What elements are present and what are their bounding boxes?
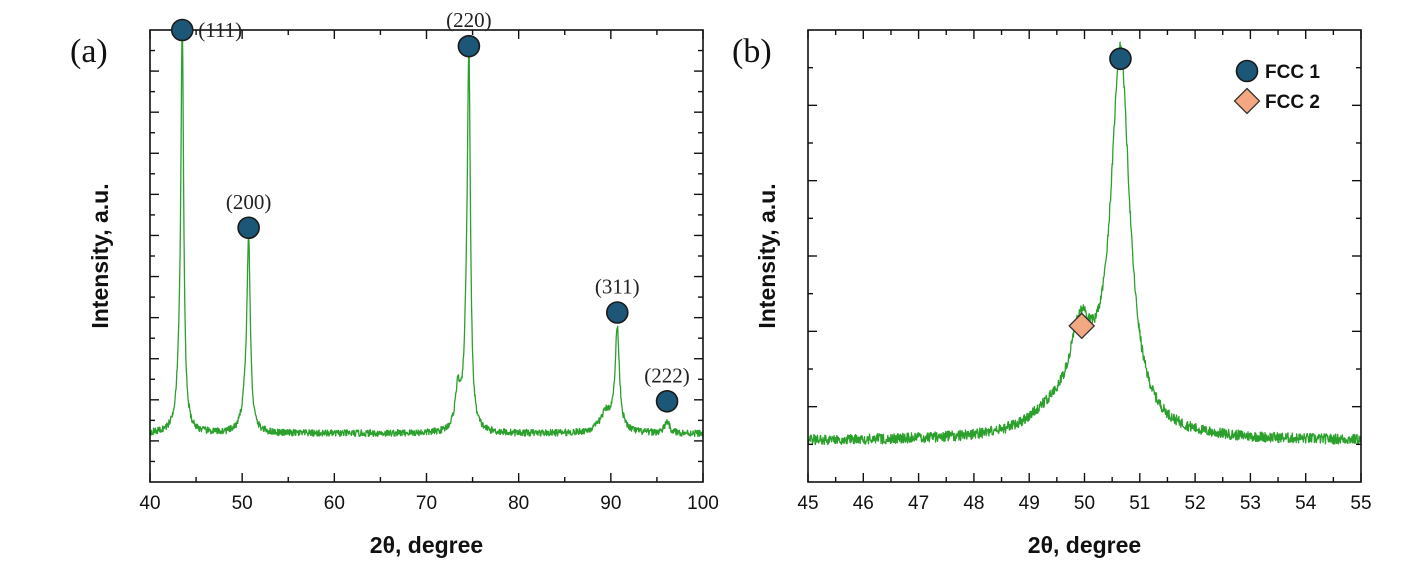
legend-entry-label: FCC 1 (1265, 62, 1320, 83)
panel-b: 45 46 47 48 49 50 51 52 53 54 55 2θ, degree Intensit… (732, 29, 1372, 558)
fcc1-marker (237, 216, 260, 240)
x-axis-title: 2θ, degree (370, 532, 483, 558)
x-tick-label: 55 (1350, 493, 1371, 514)
x-tick-label: 90 (600, 493, 621, 514)
x-tick-label: 45 (797, 493, 818, 514)
peak-label: (220) (446, 8, 492, 32)
x-tick-label: 46 (853, 493, 874, 514)
x-tick-label: 70 (416, 493, 437, 514)
fcc1-marker (605, 301, 629, 324)
x-tick-label: 40 (139, 493, 160, 514)
x-tick-label: 52 (1185, 493, 1206, 514)
panel-label: (a) (70, 33, 108, 70)
x-tick-label: 50 (232, 493, 253, 514)
x-axis-title: 2θ, degree (1028, 532, 1141, 558)
plot-frame (149, 29, 704, 483)
y-axis-title: Intensity, a.u. (87, 183, 113, 328)
x-tick-label: 100 (687, 493, 719, 514)
x-tick-label: 50 (1074, 493, 1095, 514)
fcc1-marker (457, 34, 481, 58)
x-tick-label: 47 (908, 493, 929, 514)
panel-a: 40 50 60 70 80 90 100 2θ, degree Intensity, a.u.… (70, 8, 719, 558)
peak-label: (222) (644, 363, 690, 387)
peak-label: (111) (198, 18, 242, 42)
peak-label: (311) (595, 275, 640, 299)
x-tick-label: 54 (1295, 493, 1317, 514)
x-tick-label: 48 (963, 493, 984, 514)
legend-fcc1-marker (1235, 59, 1259, 83)
panel-label: (b) (732, 33, 772, 70)
x-tick-label: 51 (1129, 493, 1150, 514)
y-axis-title: Intensity, a.u. (754, 183, 780, 328)
xrd-trace (807, 41, 1362, 446)
fcc2-marker (1068, 312, 1096, 340)
fcc1-marker (1109, 47, 1132, 71)
legend-entry-label: FCC 2 (1265, 92, 1320, 113)
x-tick-label: 53 (1240, 493, 1261, 514)
x-tick-label: 49 (1019, 493, 1040, 514)
x-tick-label: 60 (324, 493, 345, 514)
peak-label: (200) (226, 190, 272, 214)
legend: FCC 1 FCC 2 (1233, 59, 1320, 115)
fcc1-marker (170, 18, 194, 42)
legend-fcc2-marker (1233, 87, 1261, 115)
xrd-trace (149, 24, 704, 438)
x-tick-label: 80 (508, 493, 529, 514)
fcc1-marker (655, 389, 679, 413)
